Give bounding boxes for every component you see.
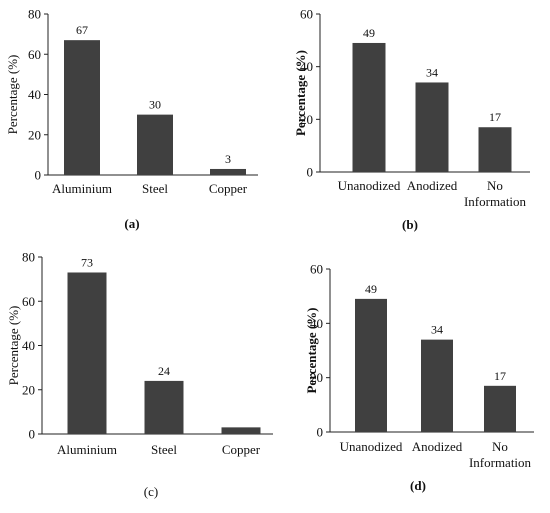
data-label: 17: [489, 110, 501, 124]
x-tick-label: Information: [464, 194, 527, 209]
y-tick-label: 60: [22, 294, 35, 309]
y-tick-label: 40: [22, 338, 35, 353]
bar-2: [484, 385, 516, 432]
bar-0: [64, 40, 100, 175]
data-label: 49: [363, 26, 375, 40]
data-label: 30: [149, 98, 161, 112]
y-tick-label: 40: [310, 316, 323, 331]
bar-0: [355, 298, 387, 432]
panel-label: (d): [410, 478, 426, 493]
data-label: 73: [81, 255, 93, 269]
chart-panel-a: 0 20 40 60 80 Percentage (%) 67 Aluminium 30 Stee…: [5, 7, 258, 231]
y-tick-label: 80: [22, 250, 35, 265]
x-tick-label: Steel: [142, 181, 168, 196]
data-label: 49: [365, 282, 377, 296]
x-tick-label: Unanodized: [340, 439, 403, 454]
x-tick-label: Copper: [209, 181, 248, 196]
panel-label: (b): [402, 217, 418, 232]
y-tick-label: 40: [28, 87, 41, 102]
panel-label: (c): [144, 484, 158, 499]
y-tick-label: 20: [300, 112, 313, 127]
y-tick-label: 20: [28, 127, 41, 142]
x-tick-label: Steel: [151, 442, 177, 457]
x-tick-label: Copper: [222, 442, 261, 457]
bar-1: [421, 339, 453, 432]
chart-panel-d: 0 20 40 60 Percentage (%) 49 Unanodized 34 Anodi…: [304, 262, 534, 493]
x-tick-label: Unanodized: [338, 178, 401, 193]
x-tick-label: No: [492, 439, 508, 454]
x-tick-label: No: [487, 178, 503, 193]
bar-2: [210, 168, 246, 175]
y-axis-label: Percentage (%): [304, 307, 319, 393]
bar-2: [478, 127, 512, 172]
y-axis-label: Percentage (%): [6, 306, 21, 386]
x-tick-label: Anodized: [412, 439, 463, 454]
x-tick-label: Aluminium: [52, 181, 112, 196]
chart-panel-b: 0 20 40 60 Percentage (%) 49 Unanodized 34 Anodi…: [293, 7, 530, 232]
y-tick-label: 0: [29, 427, 36, 442]
data-label: 3: [225, 152, 231, 166]
data-label: 67: [76, 23, 88, 37]
x-tick-label: Aluminium: [57, 442, 117, 457]
data-label: 34: [426, 65, 438, 79]
y-tick-label: 60: [300, 7, 313, 22]
y-tick-label: 20: [22, 382, 35, 397]
x-tick-label: Information: [469, 455, 532, 470]
y-tick-label: 0: [317, 425, 324, 440]
y-tick-label: 60: [310, 262, 323, 277]
y-tick-label: 20: [310, 370, 323, 385]
y-axis-label: Percentage (%): [5, 55, 20, 135]
y-axis-label: Percentage (%): [293, 50, 308, 136]
y-tick-label: 60: [28, 47, 41, 62]
y-tick-label: 0: [35, 168, 42, 183]
x-tick-label: Anodized: [407, 178, 458, 193]
bar-1: [415, 82, 449, 172]
bar-0: [352, 42, 386, 172]
y-tick-label: 0: [307, 165, 314, 180]
bar-1: [137, 114, 173, 175]
y-tick-label: 80: [28, 7, 41, 22]
panel-label: (a): [124, 216, 139, 231]
y-tick-label: 40: [300, 59, 313, 74]
data-label: 17: [494, 369, 506, 383]
chart-panel-c: 0 20 40 60 80 Percentage (%) 73 Aluminium 24 Stee…: [6, 250, 273, 499]
bar-0: [67, 272, 107, 434]
data-label: 24: [158, 364, 170, 378]
bar-1: [144, 380, 184, 434]
data-label: 34: [431, 323, 443, 337]
bar-2: [221, 427, 261, 434]
